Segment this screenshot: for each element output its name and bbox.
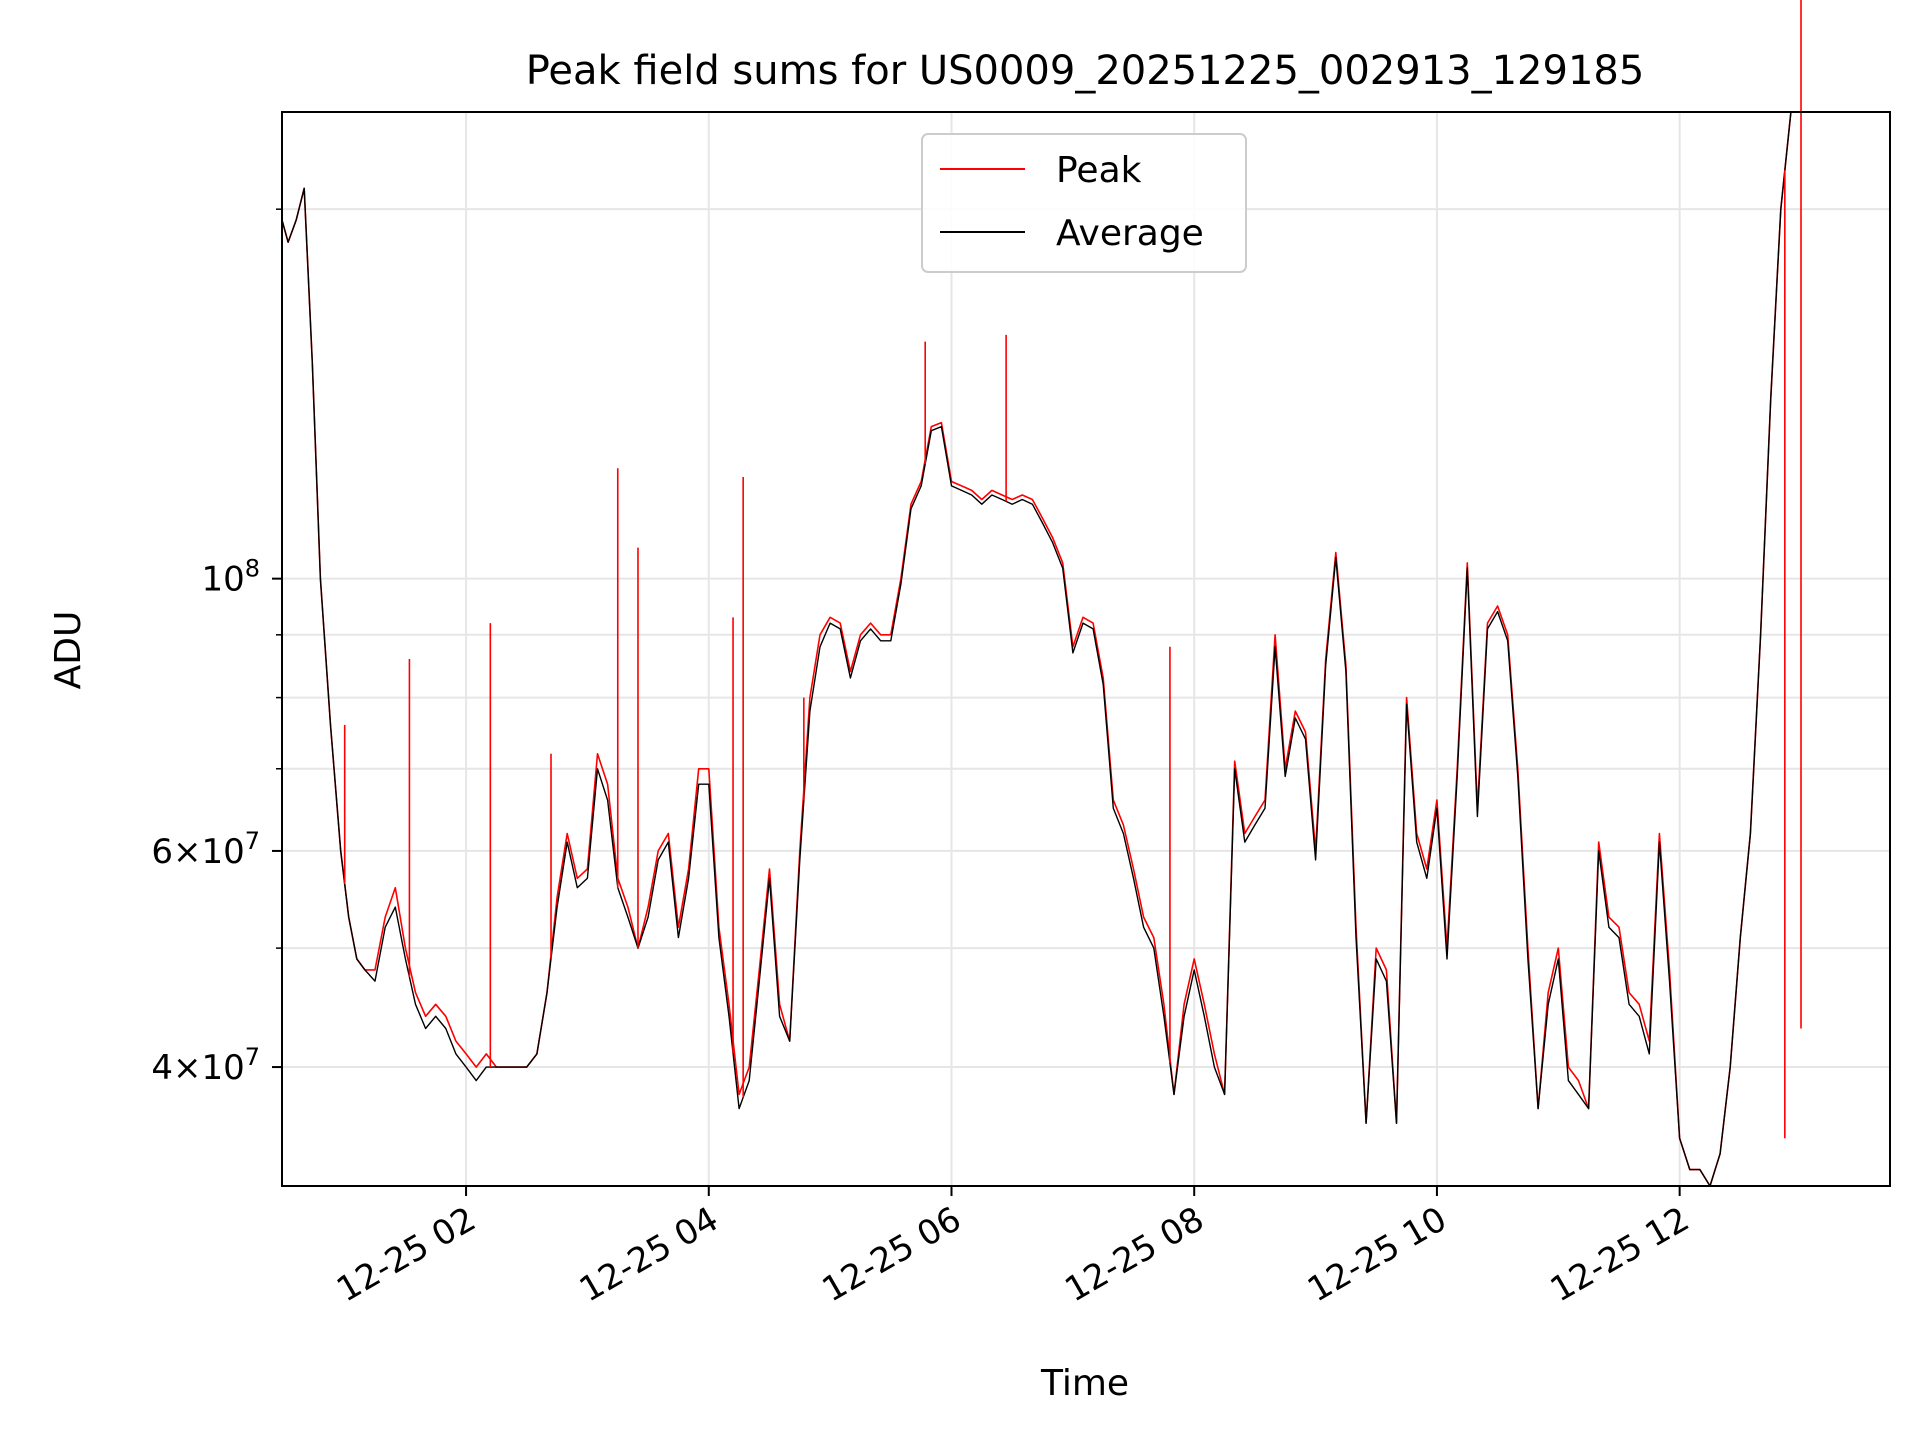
legend-label-peak: Peak <box>1056 150 1142 191</box>
series-line-average <box>281 111 1792 1187</box>
plot-frame <box>281 111 1891 1187</box>
series-layer <box>281 0 1802 1187</box>
y-tick-label: 6×107 <box>151 827 260 872</box>
x-axis-label: Time <box>1040 1363 1129 1404</box>
chart-title: Peak field sums for US0009_20251225_0029… <box>526 48 1645 94</box>
y-axis-label: ADU <box>48 611 89 690</box>
legend: Peak Average <box>921 133 1247 273</box>
legend-label-average: Average <box>1056 213 1204 254</box>
y-tick-label: 4×107 <box>151 1043 260 1088</box>
